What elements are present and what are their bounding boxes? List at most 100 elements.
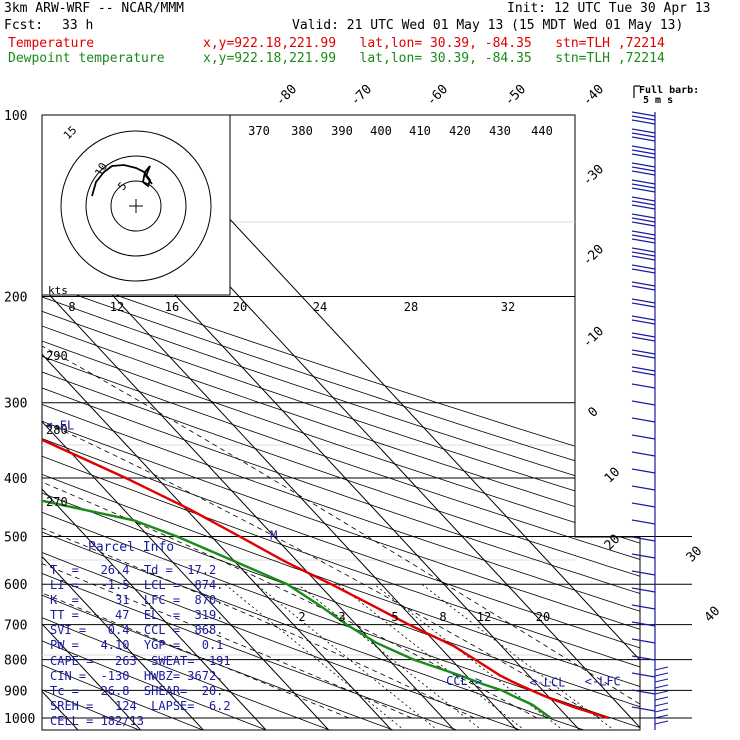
wind-barb (631, 353, 656, 359)
wind-barb (631, 332, 656, 338)
pressure-tick-label: 200 (4, 291, 27, 306)
mixing-ratio-label: 2 (298, 610, 305, 624)
theta-label: 440 (531, 124, 553, 138)
wind-barb (631, 115, 656, 121)
wind-barb (631, 170, 656, 176)
speed-label: 28 (404, 300, 418, 314)
wind-barb (631, 234, 656, 240)
barb-legend-label: Full barb: (639, 85, 699, 96)
barb-legend-unit: 5 m s (643, 95, 673, 106)
pressure-tick-label: 400 (4, 472, 27, 487)
wind-barb (631, 400, 656, 406)
parcel-info-row: PW = 4.10 YGP = 0.1 (50, 638, 224, 652)
parcel-info-row: Tc = 26.8 SHEAR= 20. (50, 684, 224, 698)
sounding-annotation: <-LFC (585, 675, 621, 689)
parcel-info-title: Parcel Info (88, 540, 175, 555)
sounding-annotation: <-LCL (529, 676, 565, 690)
wind-barb (654, 714, 669, 719)
wind-barb (631, 166, 656, 172)
series-line (42, 115, 609, 720)
pressure-tick-label: 900 (4, 684, 27, 699)
parcel-info-row: SREH = 124 LAPSE= 6.2 (50, 699, 231, 713)
wind-barb (631, 638, 656, 644)
hodograph-trace (91, 164, 153, 197)
pressure-tick-label: 100 (4, 109, 27, 124)
speed-label: 20 (233, 300, 247, 314)
wind-barb (631, 689, 656, 695)
wind-barb (631, 145, 656, 151)
isotherm-label: 30 (684, 544, 706, 566)
dry-adiabat-line (42, 115, 640, 730)
wind-barb (631, 298, 656, 304)
init-time: Init: 12 UTC Tue 30 Apr 13 (507, 1, 711, 16)
wind-barb (654, 666, 669, 671)
wind-barb (631, 119, 656, 125)
isotherm-label: -50 (502, 82, 529, 109)
mixing-ratio-line (224, 583, 406, 730)
dry-adiabat-line (42, 115, 640, 730)
speed-label: 8 (68, 300, 75, 314)
mixing-ratio-line (297, 583, 483, 730)
wind-barb (631, 366, 656, 372)
isotherm-label: 10 (602, 465, 624, 487)
isotherm-label: -10 (580, 324, 607, 351)
isotherm-line (42, 115, 205, 730)
pressure-tick-label: 500 (4, 530, 27, 545)
mixing-ratio-label: 5 (391, 610, 398, 624)
theta-label: 390 (331, 124, 353, 138)
pressure-tick-label: 600 (4, 578, 27, 593)
wind-barb (631, 383, 656, 389)
dry-adiabat-line (42, 115, 640, 730)
moist-adiabat-line (42, 220, 640, 719)
speed-label: 12 (110, 300, 124, 314)
moist-adiabat-line (42, 220, 475, 719)
chart-background-grid (41, 114, 692, 731)
speed-label: 32 (501, 300, 515, 314)
parcel-info-row: SVI = 0.4 CCL = 868. (50, 623, 224, 637)
wind-barb (631, 285, 656, 291)
wind-barb (654, 696, 669, 701)
theta-label: 430 (489, 124, 511, 138)
dry-adiabat-line (42, 115, 640, 730)
isotherm-line (42, 115, 330, 730)
dry-adiabat-line (42, 115, 640, 730)
pressure-tick-label: 300 (4, 397, 27, 412)
dry-adiabat-line (42, 115, 640, 730)
wind-barb (631, 196, 656, 202)
mixing-ratio-line (255, 583, 439, 730)
wind-barb (631, 655, 656, 661)
parcel-info-row: CIN = -130 HWBZ= 3672. (50, 669, 224, 683)
dry-adiabat-line (42, 115, 640, 730)
wind-barb (631, 128, 656, 134)
dry-adiabat-line (42, 115, 396, 730)
mixing-ratio-label: 3 (338, 610, 345, 624)
dry-adiabat-line (42, 115, 269, 730)
wind-barb (631, 217, 656, 223)
mixing-ratio-line (337, 583, 526, 730)
isotherm-label: 20 (602, 532, 624, 554)
dry-adiabat-line (42, 115, 640, 730)
parcel-info-row: K = 31 LFC = 870. (50, 593, 224, 607)
wind-barb (631, 553, 656, 559)
dewpoint-location-line: x,y=922.18,221.99 lat,lon= 30.39, -84.35… (203, 51, 665, 66)
wind-barb (654, 702, 669, 707)
wind-barb (631, 268, 656, 274)
pressure-tick-label: 1000 (4, 712, 35, 727)
parcel-info-row: T = 26.4 Td = 17.2 (50, 563, 217, 577)
wind-barb (654, 720, 669, 725)
wind-barb (631, 149, 656, 155)
wind-barb (631, 349, 656, 355)
wind-barb (631, 187, 656, 193)
dry-adiabat-lines (42, 115, 640, 730)
wind-barb (631, 200, 656, 206)
isotherm-label: 0 (585, 404, 601, 420)
theta-label: 410 (409, 124, 431, 138)
dry-adiabat-line (42, 115, 640, 730)
wind-barb (631, 434, 656, 440)
dry-adiabat-line (42, 115, 640, 730)
wind-barb (631, 417, 656, 423)
mixing-ratio-line (421, 583, 616, 730)
parcel-info-row: TT = 47 EL = 319. (50, 608, 224, 622)
